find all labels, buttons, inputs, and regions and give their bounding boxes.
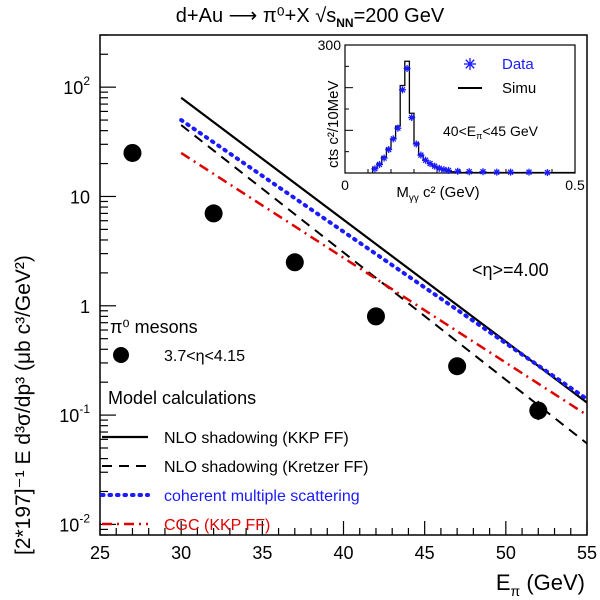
model-curves bbox=[179, 96, 589, 445]
data-point bbox=[366, 307, 385, 326]
legend-model-heading: Model calculations bbox=[108, 388, 256, 408]
inset-data-point bbox=[493, 168, 501, 176]
inset-data-point bbox=[394, 124, 402, 132]
inset-legend-name: Data bbox=[502, 56, 534, 73]
x-tick-label: 55 bbox=[577, 543, 597, 563]
inset-data-point bbox=[479, 168, 487, 176]
inset-data-point bbox=[440, 166, 448, 174]
legend-model-name: coherent multiple scattering bbox=[164, 488, 360, 505]
inset-data-point bbox=[376, 160, 383, 168]
data-point bbox=[123, 143, 142, 162]
legend-data-name: 3.7<η<4.15 bbox=[164, 348, 245, 365]
model-curve bbox=[180, 124, 588, 445]
x-tick-label: 40 bbox=[333, 543, 353, 563]
y-tick-label: 1 bbox=[80, 297, 90, 317]
model-curve bbox=[180, 151, 588, 417]
data-point bbox=[448, 357, 467, 376]
model-legend: NLO shadowing (KKP FF) NLO shadowing (Kre… bbox=[100, 430, 369, 534]
x-tick-label: 50 bbox=[496, 543, 516, 563]
inset-data-point bbox=[507, 168, 515, 176]
data-point bbox=[529, 401, 548, 420]
inset-data-point bbox=[403, 64, 411, 72]
inset-chart: 0 0.5 300 cts c²/10MeV Mγγ c² (GeV) 40<Eπ<… bbox=[318, 37, 585, 204]
inset-data-point bbox=[465, 168, 473, 176]
inset-energy-range: 40<Eπ<45 GeV bbox=[443, 123, 539, 141]
y-tick-label: 10 bbox=[70, 187, 90, 207]
data-series bbox=[123, 143, 548, 421]
inset-data-point bbox=[525, 168, 533, 176]
y-tick-label: 10-1 bbox=[59, 402, 90, 426]
inset-frame bbox=[344, 44, 576, 174]
inset-data-point bbox=[399, 86, 406, 94]
legend-model-name: CGC (KKP FF) bbox=[164, 517, 270, 534]
inset-data-point bbox=[422, 156, 429, 164]
inset-data-point bbox=[417, 151, 425, 159]
inset-data-point bbox=[543, 169, 551, 177]
eta-annotation: <η>=4.00 bbox=[472, 260, 549, 280]
x-tick-label: 30 bbox=[171, 543, 191, 563]
inset-y-tick-label: 300 bbox=[318, 37, 342, 53]
x-axis-label: Eπ (GeV) bbox=[496, 570, 585, 599]
legend-data-marker bbox=[113, 347, 129, 363]
x-tick-label: 45 bbox=[415, 543, 435, 563]
inset-data-point bbox=[389, 135, 397, 143]
inset-legend-name: Simu bbox=[502, 80, 536, 97]
y-axis: 10-2 10-1 1 10 102 bbox=[59, 34, 116, 536]
inset-x-tick-label: 0.5 bbox=[565, 177, 585, 193]
inset-data-point bbox=[380, 154, 388, 162]
inset-data-point bbox=[454, 167, 462, 175]
inset-data-point bbox=[435, 164, 443, 172]
inset-x-axis-label: Mγγ c² (GeV) bbox=[396, 184, 479, 204]
x-axis: 25 30 35 40 45 50 55 bbox=[90, 521, 597, 563]
model-curve bbox=[180, 96, 588, 404]
model-curve bbox=[179, 118, 589, 402]
inset-legend-marker bbox=[464, 58, 476, 70]
inset-legend: Data Simu bbox=[458, 56, 536, 97]
data-point bbox=[285, 253, 304, 272]
y-axis-label: [2*197]⁻¹ E d³σ/dp³ (μb c³/GeV²) bbox=[12, 255, 35, 555]
data-point bbox=[204, 204, 223, 223]
x-tick-label: 35 bbox=[252, 543, 272, 563]
inset-data-point bbox=[408, 114, 416, 122]
inset-data-point bbox=[385, 146, 393, 154]
inset-y-axis-label: cts c²/10MeV bbox=[325, 80, 342, 168]
inset-data-point bbox=[371, 165, 379, 173]
inset-content: 0 0.5 300 bbox=[318, 37, 585, 193]
inset-data-point bbox=[412, 140, 420, 148]
inset-x-tick-label: 0 bbox=[341, 177, 349, 193]
legend-model-name: NLO shadowing (KKP FF) bbox=[164, 430, 349, 447]
x-tick-label: 25 bbox=[90, 543, 110, 563]
legend-model-name: NLO shadowing (Kretzer FF) bbox=[164, 459, 369, 476]
legend-data-group-label: π⁰ mesons bbox=[110, 317, 198, 337]
y-tick-label: 102 bbox=[63, 74, 90, 98]
inset-data-point bbox=[445, 166, 452, 174]
y-tick-label: 10-2 bbox=[59, 511, 90, 535]
chart-title: d+Au ⟶ π⁰+X √sNN=200 GeV bbox=[176, 5, 445, 30]
